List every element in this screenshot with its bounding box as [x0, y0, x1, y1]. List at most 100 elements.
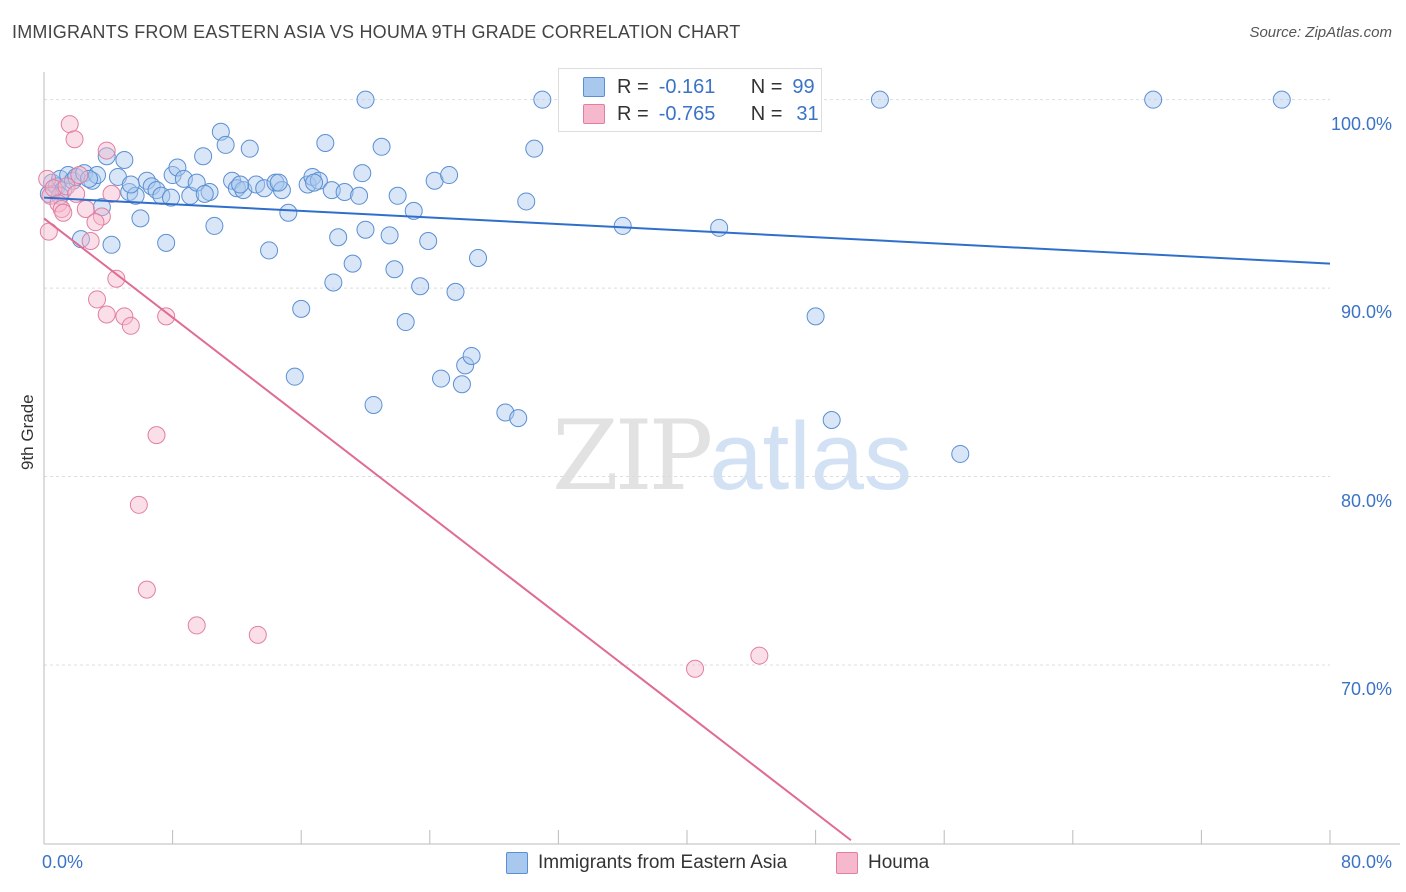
- data-point-eastern-asia: [292, 299, 311, 318]
- y-tick-label-70: 70.0%: [1340, 678, 1392, 699]
- data-point-eastern-asia: [525, 139, 544, 158]
- data-point-eastern-asia: [364, 395, 383, 414]
- data-point-eastern-asia: [51, 186, 70, 205]
- data-point-eastern-asia: [194, 147, 213, 166]
- data-point-eastern-asia: [411, 277, 430, 296]
- data-point-eastern-asia: [613, 216, 632, 235]
- blue-swatch: [583, 77, 605, 97]
- data-point-houma: [137, 580, 156, 599]
- data-point-eastern-asia: [385, 260, 404, 279]
- trend-line-eastern-asia: [43, 196, 1331, 265]
- data-point-eastern-asia: [822, 411, 841, 430]
- data-point-houma: [65, 130, 84, 149]
- data-point-eastern-asia: [350, 186, 369, 205]
- chart-title: IMMIGRANTS FROM EASTERN ASIA VS HOUMA 9T…: [12, 22, 741, 42]
- data-point-eastern-asia: [285, 367, 304, 386]
- data-point-eastern-asia: [469, 248, 488, 267]
- n-label: N =: [750, 102, 783, 125]
- data-point-houma: [97, 305, 116, 324]
- data-point-eastern-asia: [329, 228, 348, 247]
- data-point-eastern-asia: [440, 166, 459, 185]
- data-point-eastern-asia: [710, 218, 729, 237]
- data-point-eastern-asia: [517, 192, 536, 211]
- n-label: N =: [750, 75, 783, 98]
- data-point-houma: [70, 166, 89, 185]
- data-point-eastern-asia: [240, 139, 259, 158]
- data-point-houma: [86, 213, 105, 232]
- data-point-houma: [157, 307, 176, 326]
- data-point-eastern-asia: [419, 232, 438, 251]
- data-point-eastern-asia: [102, 235, 121, 254]
- r-label: R =: [617, 75, 649, 98]
- stats-legend-row-blue: R = -0.161 N = 99: [559, 73, 815, 101]
- data-point-houma: [248, 625, 267, 644]
- data-point-eastern-asia: [147, 181, 166, 200]
- data-point-eastern-asia: [157, 233, 176, 252]
- data-point-eastern-asia: [269, 173, 288, 192]
- data-point-eastern-asia: [870, 90, 889, 109]
- data-point-eastern-asia: [533, 90, 552, 109]
- data-point-eastern-asia: [161, 188, 180, 207]
- data-point-houma: [121, 316, 140, 335]
- y-tick-label-80: 80.0%: [1340, 490, 1392, 511]
- data-point-houma: [750, 646, 769, 665]
- trend-line-houma: [43, 217, 852, 842]
- n-value: 99: [792, 75, 815, 98]
- y-tick-label-90: 90.0%: [1340, 302, 1392, 323]
- data-point-houma: [88, 290, 107, 309]
- data-point-eastern-asia: [205, 216, 224, 235]
- data-point-eastern-asia: [324, 273, 343, 292]
- data-point-eastern-asia: [168, 158, 187, 177]
- data-point-eastern-asia: [356, 220, 375, 239]
- data-point-eastern-asia: [1144, 90, 1163, 109]
- blue-swatch: [506, 852, 528, 874]
- data-point-eastern-asia: [80, 169, 99, 188]
- pink-swatch: [836, 852, 858, 874]
- data-point-eastern-asia: [806, 307, 825, 326]
- data-point-houma: [97, 141, 116, 160]
- r-value: -0.161: [658, 75, 716, 98]
- y-tick-label-100: 100.0%: [1330, 113, 1392, 134]
- data-point-houma: [60, 115, 79, 134]
- r-value: -0.765: [658, 102, 716, 125]
- watermark: ZIPatlas: [552, 400, 912, 512]
- trend-lines: [43, 196, 1331, 842]
- legend-item-eastern-asia: Immigrants from Eastern Asia: [506, 852, 787, 874]
- r-label: R =: [617, 102, 649, 125]
- data-point-eastern-asia: [335, 183, 354, 202]
- x-tick-label-min: 0.0%: [42, 852, 84, 872]
- legend-label: Immigrants from Eastern Asia: [538, 852, 788, 873]
- legend-label: Houma: [868, 852, 930, 873]
- data-point-eastern-asia: [97, 147, 116, 166]
- data-point-houma: [81, 232, 100, 251]
- legend-item-houma: Houma: [836, 852, 929, 874]
- data-point-eastern-asia: [305, 173, 324, 192]
- n-value: 31: [796, 102, 819, 125]
- data-point-houma: [686, 659, 705, 678]
- data-point-eastern-asia: [121, 175, 140, 194]
- data-point-eastern-asia: [462, 346, 481, 365]
- data-point-houma: [107, 269, 126, 288]
- data-point-eastern-asia: [316, 134, 335, 153]
- stats-legend-row-pink: R = -0.765 N = 31: [559, 100, 819, 128]
- data-point-eastern-asia: [231, 175, 250, 194]
- data-point-eastern-asia: [343, 254, 362, 273]
- data-point-houma: [129, 495, 148, 514]
- data-point-eastern-asia: [396, 313, 415, 332]
- data-point-houma: [57, 177, 76, 196]
- data-point-eastern-asia: [452, 375, 471, 394]
- data-point-houma: [187, 616, 206, 635]
- data-point-eastern-asia: [404, 201, 423, 220]
- x-tick-label-max: 80.0%: [1340, 852, 1392, 872]
- data-point-eastern-asia: [279, 203, 298, 222]
- data-point-eastern-asia: [388, 186, 407, 205]
- data-point-eastern-asia: [216, 135, 235, 154]
- data-point-eastern-asia: [195, 184, 214, 203]
- data-points: [38, 90, 1291, 678]
- data-point-eastern-asia: [509, 409, 528, 428]
- data-point-houma: [38, 169, 57, 188]
- data-point-eastern-asia: [353, 164, 372, 183]
- data-point-eastern-asia: [380, 226, 399, 245]
- data-point-eastern-asia: [372, 137, 391, 156]
- pink-swatch: [583, 104, 605, 124]
